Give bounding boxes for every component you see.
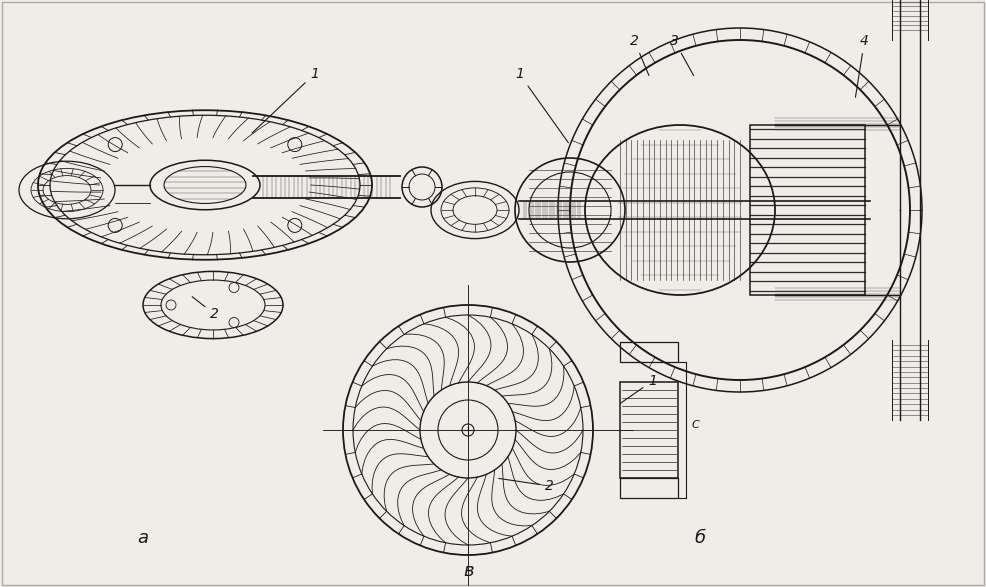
Text: C: C [692, 420, 700, 430]
Text: 2: 2 [630, 34, 649, 76]
Bar [620, 382, 678, 478]
Text: 3: 3 [670, 34, 693, 76]
Text: 4: 4 [856, 34, 869, 97]
Text: б: б [694, 529, 706, 547]
Text: а: а [137, 529, 149, 547]
Bar [620, 342, 678, 362]
Text: 1: 1 [620, 374, 657, 403]
Bar [620, 478, 678, 498]
Text: в: в [463, 562, 473, 581]
Text: 1: 1 [252, 67, 318, 133]
Bar [750, 125, 865, 295]
Text: 1: 1 [515, 67, 568, 143]
Text: 2: 2 [499, 478, 554, 493]
Text: 2: 2 [192, 296, 219, 321]
